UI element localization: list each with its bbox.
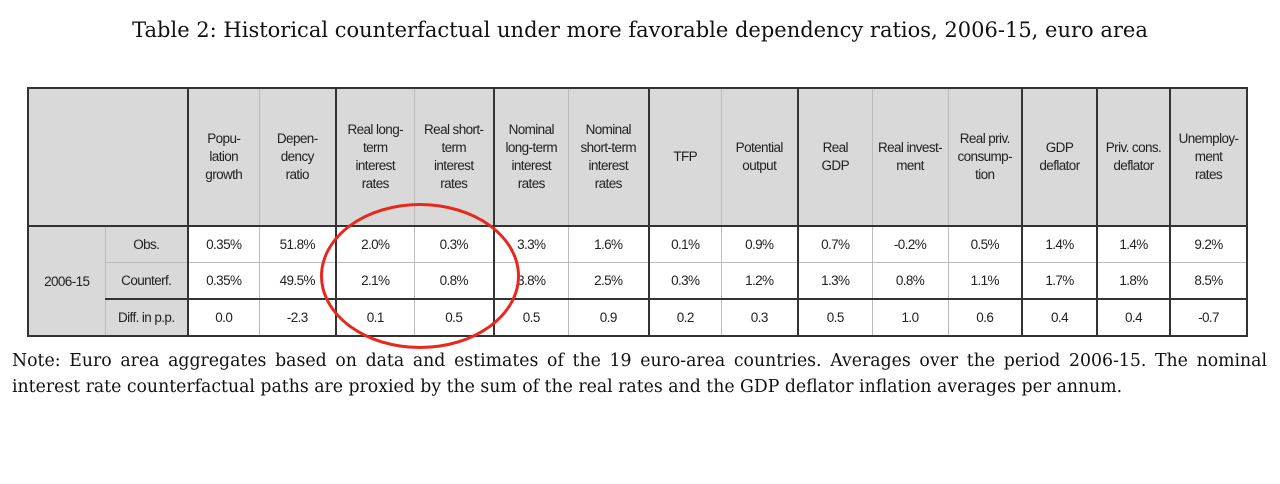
value-cell: 1.4% [1021,225,1098,263]
value-cell: 2.1% [335,262,415,300]
value-cell: 1.7% [1021,262,1098,300]
column-header: Nominal short-term interest rates [567,87,650,227]
value-cell: 49.5% [258,262,337,300]
value-cell: 0.8% [871,262,949,300]
value-cell: 0.8% [413,262,495,300]
value-cell: 0.35% [187,262,260,300]
value-cell: 0.4 [1096,298,1171,337]
value-cell: 9.2% [1169,225,1248,263]
corner-cell [27,87,189,227]
value-cell: 1.2% [720,262,799,300]
value-cell: 1.8% [1096,262,1171,300]
value-cell: 1.0 [871,298,949,337]
table-caption: Table 2: Historical counterfactual under… [132,18,1148,42]
value-cell: 2.0% [335,225,415,263]
value-cell: 0.5 [413,298,495,337]
table-note: Note: Euro area aggregates based on data… [12,351,1267,397]
column-header: Depen- dency ratio [258,87,337,227]
value-cell: 0.3% [648,262,722,300]
value-cell: 0.35% [187,225,260,263]
value-cell: 3.3% [493,225,569,263]
value-cell: 1.1% [947,262,1023,300]
value-cell: 0.3% [413,225,495,263]
column-header: Real long- term interest rates [335,87,415,227]
value-cell: 0.5 [493,298,569,337]
header-row: Popu- lation growth Depen- dency ratio Rea… [27,87,1248,227]
column-header: Potential output [720,87,799,227]
table-row: Diff. in p.p. 0.0 -2.3 0.1 0.5 0.5 0.9 0.2 0.3 0.… [28,298,1248,337]
value-cell: 0.1% [648,225,722,263]
value-cell: -2.3 [258,298,337,337]
column-header: GDP deflator [1021,87,1098,227]
value-cell: 0.3 [720,298,799,337]
column-header: Real priv. consump- tion [947,87,1023,227]
column-header: Priv. cons. deflator [1096,87,1171,227]
value-cell: 8.5% [1169,262,1248,300]
value-cell: 51.8% [258,225,337,263]
column-header: Real short- term interest rates [413,87,495,227]
row-label: Counterf. [104,262,189,300]
value-cell: -0.7 [1169,298,1248,337]
value-cell: 0.6 [947,298,1023,337]
table-row: 2006-15 Obs. 0.35% 51.8% 2.0% 0.3% 3.3% 1.6% 0.1… [27,225,1248,337]
value-cell: 1.6% [567,225,650,263]
value-cell: 1.4% [1096,225,1171,263]
value-cell: 0.5% [947,225,1023,263]
column-header: Nominal long-term interest rates [493,87,569,227]
value-cell: 3.8% [493,262,569,300]
column-header: Unemploy- ment rates [1169,87,1248,227]
column-header: TFP [648,87,722,227]
value-cell: 0.7% [797,225,873,263]
value-cell: 0.4 [1021,298,1098,337]
value-cell: 0.5 [797,298,873,337]
row-label: Diff. in p.p. [104,298,189,337]
row-label: Obs. [104,225,189,263]
value-cell: -0.2% [871,225,949,263]
value-cell: 2.5% [567,262,650,300]
column-header: Popu- lation growth [187,87,260,227]
value-cell: 0.9 [567,298,650,337]
period-cell: 2006-15 [27,225,106,337]
value-cell: 1.3% [797,262,873,300]
value-cell: 0.0 [187,298,260,337]
results-table: Popu- lation growth Depen- dency ratio Rea… [27,87,1248,337]
value-cell: 0.2 [648,298,722,337]
value-cell: 0.9% [720,225,799,263]
value-cell: 0.1 [335,298,415,337]
column-header: Real GDP [797,87,873,227]
table-row: Counterf. 0.35% 49.5% 2.1% 0.8% 3.8% 2.5% 0.3% 1… [28,262,1248,300]
column-header: Real invest- ment [871,87,949,227]
